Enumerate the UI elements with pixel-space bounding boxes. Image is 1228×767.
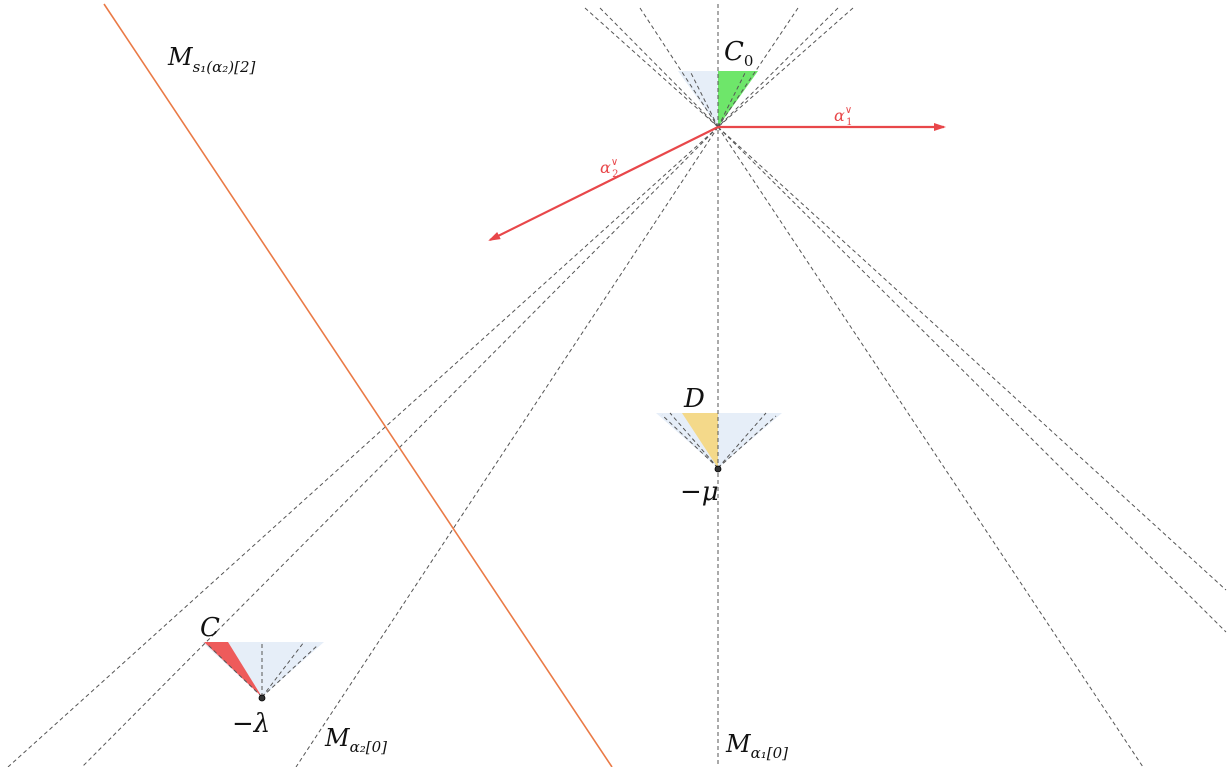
label-alpha2-coroot: α∨ 2 [600,157,619,180]
hyperplane-line [717,7,854,128]
hyperplane-line [717,126,1227,591]
label-c0: C0 [724,37,753,70]
label-d: D [683,384,705,414]
label-m-alpha2: Mα₂[0] [324,724,387,756]
fan-rays [207,70,777,698]
chamber-d [682,413,718,468]
fan-d [656,413,782,468]
hyperplane-line [717,126,1144,767]
fan-ray [717,415,777,469]
point-minus-mu [714,465,722,473]
label-m-alpha1: Mα₁[0] [725,730,788,762]
fan-ray [669,412,719,469]
mirror-s1-alpha2-2 [103,3,613,767]
hyperplane-line [599,7,719,128]
hyperplane-line [584,7,719,128]
fan-ray [261,641,305,698]
mirror-alpha2-0 [295,126,719,767]
hyperplane-line [7,126,719,767]
fan-ray [717,70,747,128]
fan-ray [661,414,719,469]
hyperplanes-through-origin [7,4,1227,767]
hyperplane-line [717,7,799,128]
hyperplane-line [717,126,1227,633]
hyperplane-line [81,126,719,767]
coroot-alpha2-arrow [488,126,719,241]
hyperplane-line [639,7,719,128]
label-minus-mu: −μ [680,477,719,507]
hyperplane-line [717,7,839,128]
fan-ray [717,412,767,469]
label-alpha1-coroot: α∨ 1 [834,105,853,128]
label-c: C [200,613,220,643]
point-minus-lambda [258,694,266,702]
fan-ray [261,644,319,698]
fan-ray [689,70,719,128]
label-m-s1: Ms₁(α₂)[2] [167,43,256,76]
label-minus-lambda: −λ [232,709,270,739]
fan-ray [207,644,263,698]
